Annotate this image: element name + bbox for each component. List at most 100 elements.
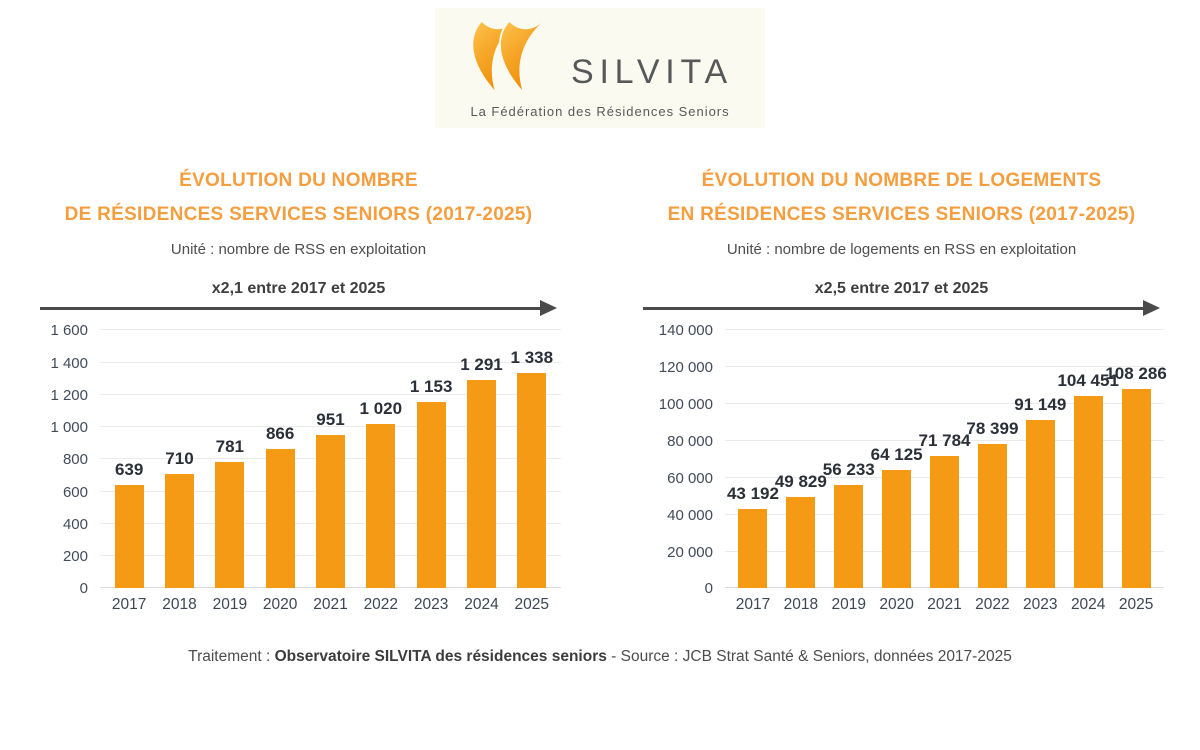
bar-slot-2018: 710 (154, 448, 204, 589)
bar-slot-2025: 108 286 (1105, 364, 1167, 589)
x-tick-label: 2022 (363, 596, 399, 614)
brand-tagline: La Fédération des Résidences Seniors (470, 104, 730, 119)
y-tick-label: 600 (62, 483, 88, 501)
x-tick-label: 2020 (262, 596, 298, 614)
bar-value-label: 1 153 (409, 377, 453, 397)
y-tick-label: 100 000 (658, 396, 713, 414)
y-tick-label: 400 (62, 515, 88, 533)
growth-label: x2,5 entre 2017 et 2025 (814, 280, 989, 298)
x-tick-label: 2017 (111, 596, 147, 614)
x-tick-label: 2023 (1023, 596, 1058, 614)
x-tick-label: 2024 (464, 596, 499, 614)
bar-2023 (1025, 420, 1055, 589)
right-arrow-icon (40, 300, 557, 317)
bar-value-label: 710 (165, 448, 194, 468)
bar-2021 (930, 456, 959, 589)
y-tick-label: 1 200 (50, 386, 88, 404)
source-suffix: - Source : JCB Strat Santé & Seniors, do… (606, 648, 1012, 666)
grid-line (100, 426, 561, 428)
bar-slot-2022: 1 020 (356, 398, 406, 589)
bar-value-label: 781 (215, 437, 244, 457)
bar-2019 (834, 484, 864, 589)
chart-title-residences: ÉVOLUTION DU NOMBRE DE RÉSIDENCES SERVIC… (36, 164, 561, 232)
plot-area: 0 20 000 40 000 60 000 80 000 100 000 120 000 1… (659, 322, 1167, 597)
bar-value-label: 1 338 (510, 347, 554, 367)
growth-annotation: x2,1 entre 2017 et 2025 (36, 280, 561, 317)
bars-group: 43 192 49 829 56 233 64 125 71 784 78 399 91 1… (725, 330, 1167, 589)
bar-2018 (786, 496, 816, 589)
x-tick-label: 2025 (1118, 596, 1154, 614)
x-tick-label: 2019 (212, 596, 248, 614)
x-tick-label: 2024 (1070, 596, 1106, 614)
y-tick-label: 20 000 (667, 543, 713, 561)
silvita-logo-panel: SILVITA La Fédération des Résidences Sen… (435, 8, 765, 128)
bar-value-label: 71 784 (918, 431, 971, 451)
y-tick-label: 40 000 (667, 506, 713, 524)
chart-title-logements: ÉVOLUTION DU NOMBRE DE LOGEMENTS EN RÉSI… (639, 164, 1164, 232)
y-tick-label: 200 (62, 548, 88, 566)
bar-slot-2024: 1 291 (456, 355, 506, 589)
bar-value-label: 108 286 (1105, 363, 1167, 383)
bar-chart-residences: 0 200 400 600 800 1 000 1 200 1 400 1 600 639 710 7… (36, 322, 561, 614)
x-tick-label: 2020 (879, 596, 914, 614)
bars-group: 639 710 781 866 951 1 020 1 153 1 291 1 338 (100, 330, 561, 589)
x-tick-label: 2019 (831, 596, 866, 614)
bar-slot-2023: 1 153 (406, 377, 456, 589)
y-tick-label: 140 000 (658, 322, 713, 340)
bar-2025 (1121, 388, 1151, 589)
bar-2021 (315, 435, 345, 589)
bar-value-label: 1 020 (359, 398, 403, 418)
x-axis-labels: 2017 2018 2019 2020 2021 2022 2023 2024 2025 (100, 596, 561, 614)
grid-line (100, 361, 561, 363)
bar-slot-2019: 56 233 (823, 460, 875, 589)
grid-line (100, 329, 561, 331)
title-line-1: ÉVOLUTION DU NOMBRE DE LOGEMENTS (701, 170, 1102, 191)
chart-unit-subtitle: Unité : nombre de logements en RSS en ex… (726, 241, 1077, 259)
bar-slot-2022: 78 399 (966, 419, 1018, 589)
chart-section-logements: ÉVOLUTION DU NOMBRE DE LOGEMENTS EN RÉSI… (639, 164, 1167, 614)
silvita-swoosh-icon (473, 19, 544, 92)
bar-value-label: 43 192 (726, 483, 779, 503)
grid-line (100, 393, 561, 395)
bar-slot-2024: 104 451 (1057, 371, 1119, 589)
bar-2017 (114, 485, 144, 589)
bar-value-label: 639 (114, 460, 144, 480)
grid-line (725, 329, 1164, 331)
x-tick-label: 2022 (975, 596, 1010, 614)
bar-chart-logements: 0 20 000 40 000 60 000 80 000 100 000 120 000 1… (639, 322, 1167, 614)
source-prefix: Traitement : (188, 648, 275, 666)
bar-slot-2023: 91 149 (1014, 395, 1066, 589)
bar-value-label: 866 (265, 423, 295, 443)
plot-area: 0 200 400 600 800 1 000 1 200 1 400 1 600 639 710 7… (50, 322, 561, 597)
bar-value-label: 104 451 (1057, 370, 1119, 390)
y-tick-label: 60 000 (667, 469, 713, 487)
y-tick-label: 0 (79, 580, 88, 598)
y-tick-label: 1 000 (50, 419, 88, 437)
x-tick-label: 2023 (413, 596, 449, 614)
x-tick-label: 2018 (783, 596, 819, 614)
source-note: Traitement : Observatoire SILVITA des ré… (0, 648, 1200, 666)
bar-value-label: 951 (316, 410, 345, 430)
bar-2022 (366, 423, 396, 589)
right-arrow-icon (643, 300, 1160, 317)
growth-label: x2,1 entre 2017 et 2025 (211, 280, 386, 298)
bar-2024 (466, 380, 496, 589)
source-bold: Observatoire SILVITA des résidences seni… (274, 648, 607, 666)
chart-section-residences: ÉVOLUTION DU NOMBRE DE RÉSIDENCES SERVIC… (36, 164, 561, 614)
bar-2018 (164, 473, 194, 589)
x-tick-label: 2018 (162, 596, 197, 614)
y-tick-label: 120 000 (658, 359, 713, 377)
x-axis-labels: 2017 2018 2019 2020 2021 2022 2023 2024 2025 (725, 596, 1164, 614)
x-tick-label: 2017 (735, 596, 771, 614)
bar-value-label: 49 829 (774, 471, 827, 491)
bar-slot-2017: 639 (104, 460, 154, 589)
x-tick-label: 2025 (514, 596, 550, 614)
bar-slot-2021: 951 (305, 410, 355, 589)
bar-2019 (215, 462, 245, 589)
y-tick-label: 80 000 (667, 432, 713, 450)
bar-slot-2017: 43 192 (726, 483, 779, 589)
bar-2025 (517, 372, 547, 589)
bar-slot-2025: 1 338 (507, 348, 557, 589)
y-tick-label: 0 (704, 580, 713, 598)
bar-slot-2020: 866 (255, 424, 305, 589)
